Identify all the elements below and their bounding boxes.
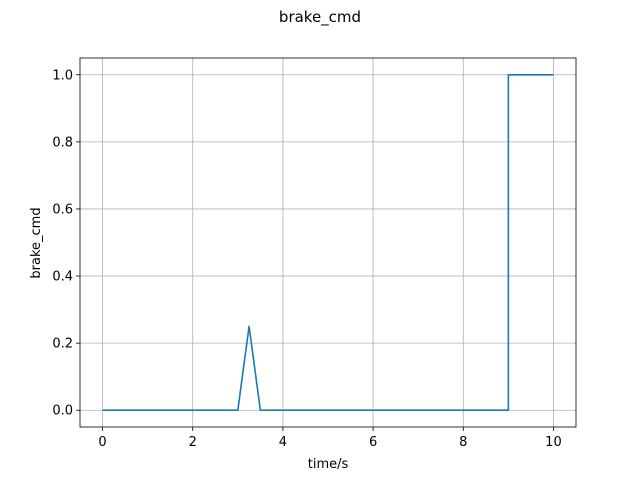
x-tick-label: 4 [279,435,287,450]
x-axis: 0 2 4 6 8 10 [98,427,562,450]
x-tick-label: 8 [459,435,467,450]
y-tick-label: 1.0 [52,68,73,83]
chart-title: brake_cmd [279,8,361,27]
y-axis: 0.0 0.2 0.4 0.6 0.8 1.0 [52,68,80,419]
x-tick-label: 2 [189,435,197,450]
x-tick-label: 10 [545,435,562,450]
y-tick-label: 0.4 [52,270,73,285]
y-tick-label: 0.2 [52,337,73,352]
y-tick-label: 0.8 [52,135,73,150]
y-tick-label: 0.6 [52,202,73,217]
y-tick-label: 0.0 [52,404,73,419]
plot-frame [79,57,577,428]
grid [80,58,576,427]
x-tick-label: 0 [98,435,106,450]
x-axis-label: time/s [308,457,349,472]
x-tick-label: 6 [369,435,377,450]
series-line [102,73,554,412]
y-axis-label: brake_cmd [29,207,44,278]
series-layer [102,73,554,412]
